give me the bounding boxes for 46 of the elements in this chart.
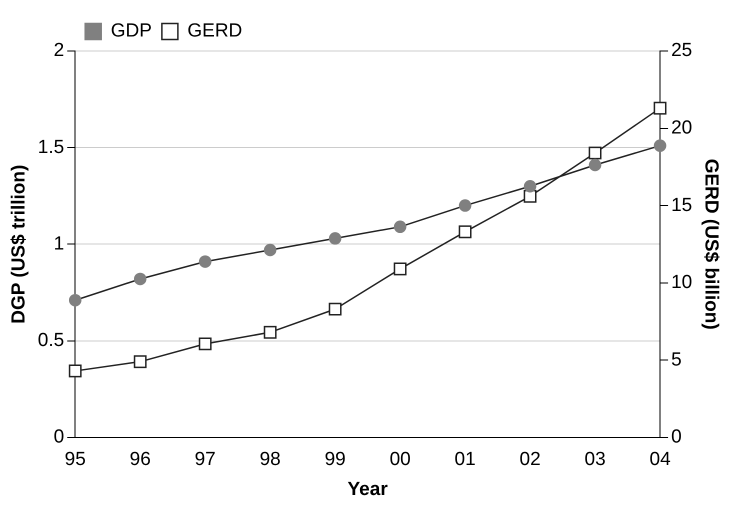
- y-tick-label: 1: [54, 233, 64, 254]
- point: [134, 272, 146, 286]
- x-axis-title: Year: [348, 478, 388, 500]
- y2-axis-title: GERD (US$ billion): [700, 158, 722, 330]
- point: [394, 220, 406, 234]
- x-tick-label: 03: [584, 449, 606, 470]
- x-tick-label: 97: [194, 449, 216, 470]
- point: [588, 158, 602, 172]
- legend-label: GDP: [110, 20, 152, 42]
- y2-tick-label: 20: [671, 118, 692, 139]
- x-tick-label: 98: [260, 449, 281, 470]
- point: [68, 364, 82, 378]
- point: [394, 262, 407, 276]
- y2-tick-label: 0: [671, 426, 682, 448]
- point: [198, 337, 212, 350]
- x-tick-label: 99: [324, 449, 346, 470]
- x-tick-label: 01: [454, 449, 476, 470]
- y-tick-label: 2: [54, 40, 64, 62]
- point: [654, 102, 666, 115]
- x-tick-label: 02: [520, 449, 541, 470]
- y-tick-label: 0: [54, 426, 64, 448]
- x-tick-label: 95: [64, 449, 86, 470]
- point: [458, 199, 472, 212]
- point: [264, 326, 277, 339]
- point: [264, 244, 276, 256]
- point: [328, 302, 342, 316]
- y-tick-label: 1.5: [38, 136, 64, 158]
- x-tick-label: 00: [390, 449, 411, 470]
- y2-tick-label: 15: [671, 194, 692, 216]
- y2-tick-label: 10: [671, 272, 692, 294]
- point: [134, 355, 147, 368]
- legend-label: GERD: [187, 20, 242, 42]
- point: [654, 139, 666, 152]
- y-tick-label: 0.5: [38, 330, 64, 352]
- point: [68, 294, 82, 306]
- x-tick-label: 96: [130, 449, 151, 470]
- point: [524, 180, 536, 192]
- y2-tick-label: 5: [671, 349, 682, 370]
- y2-tick-label: 25: [671, 40, 692, 62]
- point: [198, 255, 212, 268]
- point: [588, 146, 602, 160]
- point: [328, 232, 342, 245]
- y-axis-title: DGP (US$ trillion): [8, 164, 30, 324]
- point: [524, 190, 537, 203]
- point: [458, 225, 472, 238]
- x-tick-label: 04: [649, 449, 672, 470]
